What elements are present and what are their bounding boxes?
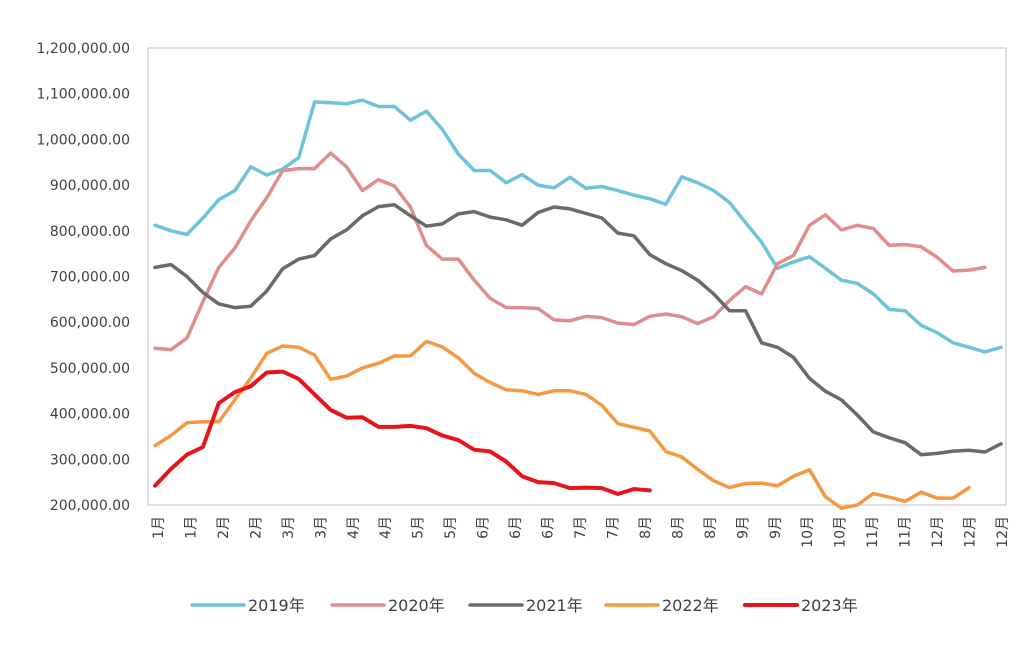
x-tick-label: 9月	[768, 516, 784, 539]
x-tick-label: 8月	[703, 516, 719, 539]
x-tick-label: 4月	[346, 516, 362, 539]
y-tick-label: 1,000,000.00	[36, 132, 130, 148]
legend-item: 2022年	[604, 596, 719, 615]
y-tick-label: 900,000.00	[50, 178, 130, 194]
legend-item: 2019年	[190, 596, 305, 615]
x-tick-label: 7月	[573, 516, 589, 539]
series-line-2023年	[153, 369, 652, 496]
x-tick-label: 3月	[281, 516, 297, 539]
x-tick-label: 6月	[541, 516, 557, 539]
series-line-2021年	[153, 203, 1003, 457]
series-lines	[153, 98, 1003, 510]
x-tick-label: 1月	[183, 516, 199, 539]
y-tick-label: 400,000.00	[50, 407, 130, 423]
x-tick-label: 12月	[963, 516, 979, 548]
y-tick-label: 700,000.00	[50, 270, 130, 286]
x-tick-label: 5月	[443, 516, 459, 539]
legend: 2019年 2020年 2021年 2022年 2023年	[190, 596, 858, 615]
x-tick-label: 7月	[605, 516, 621, 539]
legend-item: 2021年	[468, 596, 583, 615]
plot-frame	[147, 47, 1007, 506]
x-tick-label: 11月	[865, 516, 881, 548]
x-tick-label: 2月	[216, 516, 232, 539]
y-axis-ticks: 200,000.00 300,000.00 400,000.00 500,000.00…	[36, 41, 130, 514]
x-tick-label: 12月	[995, 516, 1011, 548]
legend-label: 2019年	[248, 596, 305, 615]
x-tick-label: 5月	[411, 516, 427, 539]
legend-label: 2020年	[388, 596, 445, 615]
x-tick-label: 9月	[735, 516, 751, 539]
x-tick-label: 4月	[378, 516, 394, 539]
x-tick-label: 8月	[638, 516, 654, 539]
x-tick-label: 3月	[313, 516, 329, 539]
y-tick-label: 300,000.00	[50, 452, 130, 468]
x-tick-label: 8月	[670, 516, 686, 539]
y-tick-label: 1,100,000.00	[36, 87, 130, 103]
series-line-2020年	[153, 151, 987, 352]
x-axis-ticks: 1月 1月 2月 2月 3月 3月 4月 4月 5月 5月 6月 6月 6月 7月 7月 8月 8月 8月 9月 9月…	[151, 516, 1011, 548]
y-tick-label: 600,000.00	[50, 315, 130, 331]
legend-item: 2020年	[330, 596, 445, 615]
x-tick-label: 2月	[248, 516, 264, 539]
series-line-2019年	[153, 98, 1003, 354]
x-tick-label: 10月	[800, 516, 816, 548]
legend-label: 2022年	[662, 596, 719, 615]
y-tick-label: 1,200,000.00	[36, 41, 130, 57]
x-tick-label: 6月	[476, 516, 492, 539]
x-tick-label: 1月	[151, 516, 167, 539]
x-tick-label: 11月	[898, 516, 914, 548]
x-tick-label: 6月	[508, 516, 524, 539]
series-line-2022年	[153, 339, 971, 510]
legend-label: 2021年	[526, 596, 583, 615]
x-tick-label: 12月	[930, 516, 946, 548]
y-tick-label: 200,000.00	[50, 498, 130, 514]
chart-axes	[147, 47, 1007, 506]
y-tick-label: 800,000.00	[50, 224, 130, 240]
y-tick-label: 500,000.00	[50, 361, 130, 377]
legend-label: 2023年	[801, 596, 858, 615]
legend-item: 2023年	[743, 596, 858, 615]
x-tick-label: 10月	[833, 516, 849, 548]
